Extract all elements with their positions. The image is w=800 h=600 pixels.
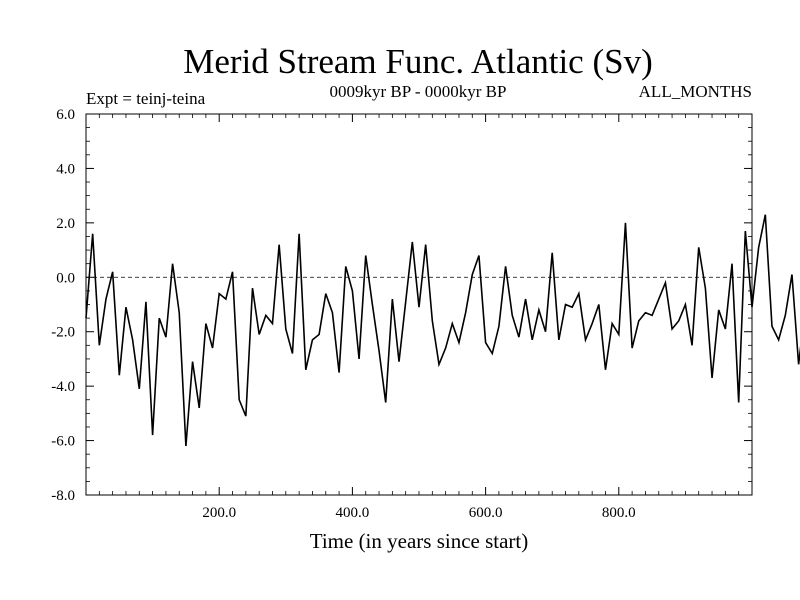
y-tick-label: -6.0 [51, 434, 75, 450]
x-tick-label: 600.0 [469, 505, 503, 521]
chart-title: Merid Stream Func. Atlantic (Sv) [183, 42, 653, 81]
x-tick-label: 400.0 [336, 505, 370, 521]
x-axis-label: Time (in years since start) [310, 529, 529, 553]
experiment-label: Expt = teinj-teina [86, 89, 206, 108]
y-tick-label: 2.0 [56, 216, 75, 232]
y-tick-label: -2.0 [51, 325, 75, 341]
months-label: ALL_MONTHS [639, 82, 752, 101]
x-tick-label: 800.0 [602, 505, 636, 521]
series-line [85, 214, 800, 447]
y-tick-label: -8.0 [51, 488, 75, 504]
y-tick-label: 0.0 [56, 270, 75, 286]
x-tick-label: 200.0 [202, 505, 236, 521]
plot-frame [85, 113, 753, 496]
y-tick-label: -4.0 [51, 379, 75, 395]
y-tick-label: 6.0 [56, 107, 75, 123]
y-tick-label: 4.0 [56, 161, 75, 177]
plot-area [85, 113, 800, 496]
period-label: 0009kyr BP - 0000kyr BP [330, 82, 507, 101]
